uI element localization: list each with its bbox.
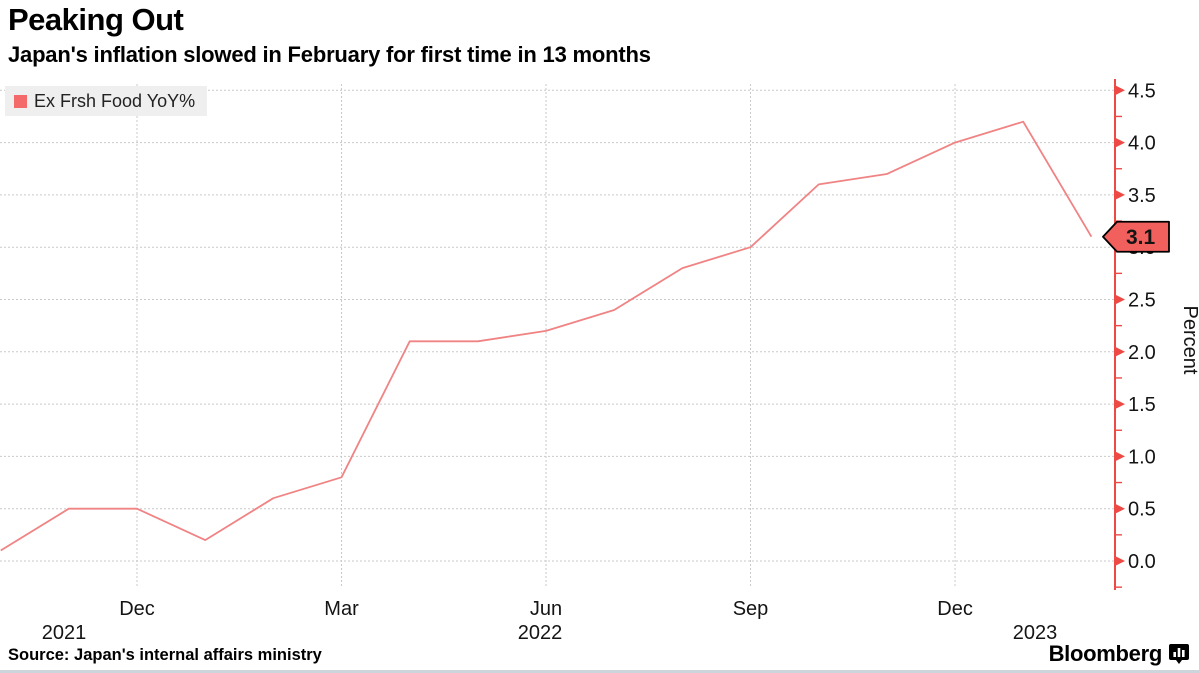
- last-value-badge: [1102, 220, 1170, 253]
- chart-legend: Ex Frsh Food YoY%: [5, 86, 208, 116]
- y-tick-label: 2.0: [1128, 342, 1156, 364]
- y-tick-label: 4.5: [1128, 80, 1156, 102]
- y-tick-label: 0.5: [1128, 499, 1156, 521]
- source-attribution: Source: Japan's internal affairs ministr…: [8, 646, 322, 664]
- y-tick-label: 0.0: [1128, 551, 1156, 573]
- y-axis-tick-arrow-icon: [1116, 190, 1125, 200]
- y-axis-tick-arrow-icon: [1116, 556, 1125, 566]
- x-tick-label: Jun: [530, 598, 562, 620]
- x-tick-label: Dec: [937, 598, 973, 620]
- x-tick-label: Mar: [324, 598, 359, 620]
- y-tick-label: 2.5: [1128, 290, 1156, 312]
- x-year-label: 2021: [42, 622, 87, 644]
- y-axis-title: Percent: [1179, 306, 1199, 375]
- y-axis-tick-arrow-icon: [1116, 85, 1125, 95]
- y-axis-tick-arrow-icon: [1116, 347, 1125, 357]
- legend-swatch-icon: [14, 94, 27, 108]
- y-tick-label: 3.5: [1128, 185, 1156, 207]
- x-tick-label: Sep: [733, 598, 769, 620]
- x-tick-label: Dec: [119, 598, 155, 620]
- y-tick-label: 1.0: [1128, 446, 1156, 468]
- bloomberg-wordmark: Bloomberg: [1048, 641, 1163, 666]
- y-axis-tick-arrow-icon: [1116, 295, 1125, 304]
- y-axis-tick-arrow-icon: [1116, 138, 1125, 148]
- y-tick-label: 4.0: [1128, 133, 1156, 155]
- series-line: [0, 120, 1093, 552]
- y-axis-tick-arrow-icon: [1116, 399, 1125, 409]
- bloomberg-terminal-icon: [1169, 644, 1189, 664]
- bloomberg-logo: Bloomberg: [1049, 641, 1189, 667]
- y-axis-tick-arrow-icon: [1116, 504, 1125, 514]
- chart-title: Peaking Out: [8, 2, 184, 37]
- x-year-label: 2023: [1013, 622, 1058, 644]
- chart-subtitle: Japan's inflation slowed in February for…: [8, 42, 651, 67]
- y-tick-label: 1.5: [1128, 394, 1156, 416]
- last-value-label: 3.1: [1126, 226, 1156, 249]
- legend-series-label: Ex Frsh Food YoY%: [34, 90, 196, 111]
- y-axis-tick-arrow-icon: [1116, 451, 1125, 461]
- x-year-label: 2022: [518, 622, 563, 644]
